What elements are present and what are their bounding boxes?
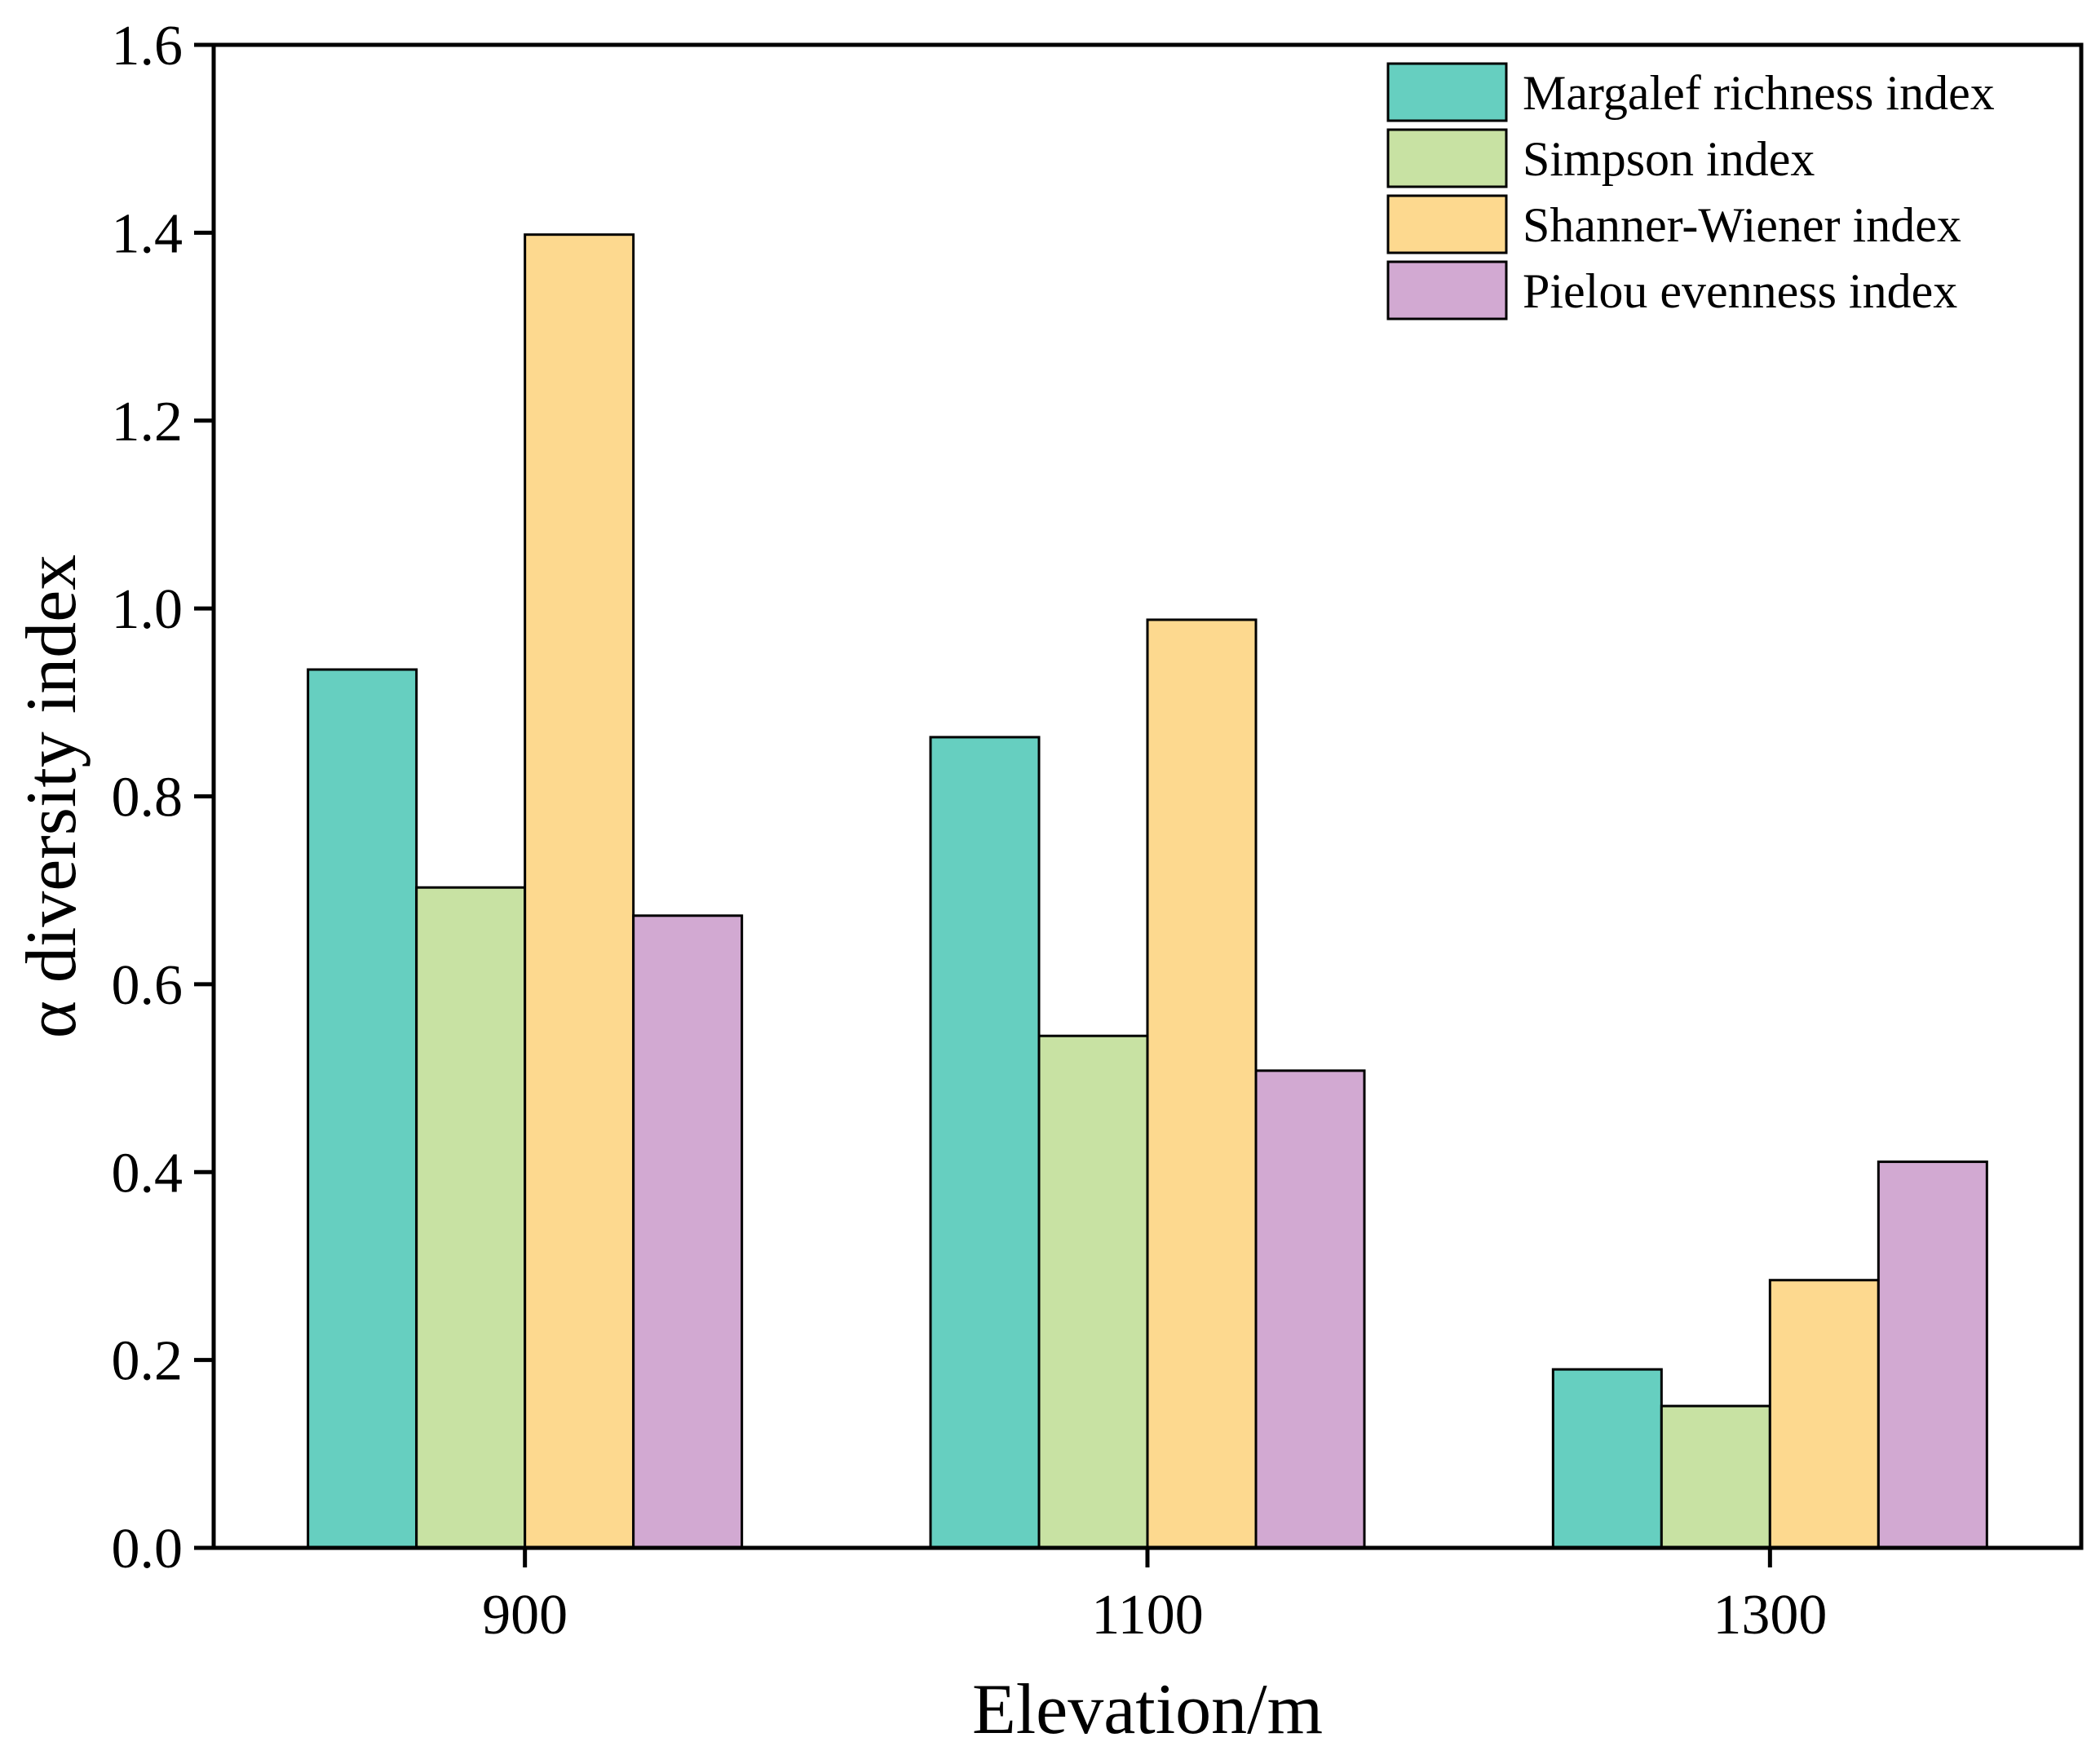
x-tick-label: 1100 bbox=[1091, 1584, 1203, 1647]
x-tick-label: 1300 bbox=[1713, 1584, 1827, 1647]
bar-900-series-2 bbox=[415, 886, 527, 1549]
bar-1100-series-3 bbox=[1146, 618, 1258, 1549]
y-tick-label: 1.4 bbox=[112, 202, 183, 265]
legend-label-2: Simpson index bbox=[1523, 132, 1815, 186]
y-tick-label: 1.2 bbox=[112, 391, 183, 453]
bar-900-series-4 bbox=[632, 914, 744, 1549]
y-tick-label: 1.6 bbox=[112, 15, 183, 77]
bar-1100-series-4 bbox=[1254, 1069, 1366, 1549]
y-tick-label: 0.0 bbox=[112, 1518, 183, 1580]
bar-1300-series-3 bbox=[1768, 1279, 1880, 1549]
legend-label-1: Margalef richness index bbox=[1523, 66, 1995, 120]
legend-swatch-3 bbox=[1386, 194, 1508, 254]
y-tick-label: 0.4 bbox=[112, 1142, 183, 1205]
legend-swatch-4 bbox=[1386, 260, 1508, 320]
y-axis-title: α diversity index bbox=[12, 555, 91, 1039]
bar-900-series-3 bbox=[524, 233, 635, 1549]
x-tick-label: 900 bbox=[482, 1584, 568, 1647]
bar-1100-series-1 bbox=[929, 736, 1041, 1549]
legend-swatch-2 bbox=[1386, 128, 1508, 188]
ticks-layer: 0.0 0.2 0.4 0.6 0.8 1.0 1.2 1.4 1.6 900 1100 1300 bbox=[112, 15, 1828, 1647]
y-tick-label: 0.2 bbox=[112, 1330, 183, 1393]
legend: Margalef richness index Simpson index Shan… bbox=[1386, 62, 1995, 320]
y-tick-label: 0.8 bbox=[112, 767, 183, 829]
bar-1300-series-1 bbox=[1551, 1368, 1663, 1549]
x-axis-title: Elevation/m bbox=[972, 1670, 1323, 1749]
plot-frame bbox=[211, 42, 2084, 1550]
bar-1100-series-2 bbox=[1037, 1034, 1149, 1549]
bar-1300-series-4 bbox=[1877, 1160, 1988, 1549]
legend-label-4: Pielou evenness index bbox=[1523, 264, 1957, 318]
legend-label-3: Shanner-Wiener index bbox=[1523, 198, 1961, 252]
bar-900-series-1 bbox=[307, 668, 418, 1549]
y-tick-label: 1.0 bbox=[112, 578, 183, 641]
bar-1300-series-2 bbox=[1660, 1404, 1771, 1549]
y-tick-label: 0.6 bbox=[112, 954, 183, 1017]
legend-swatch-1 bbox=[1386, 62, 1508, 122]
bars-layer bbox=[307, 233, 1988, 1549]
